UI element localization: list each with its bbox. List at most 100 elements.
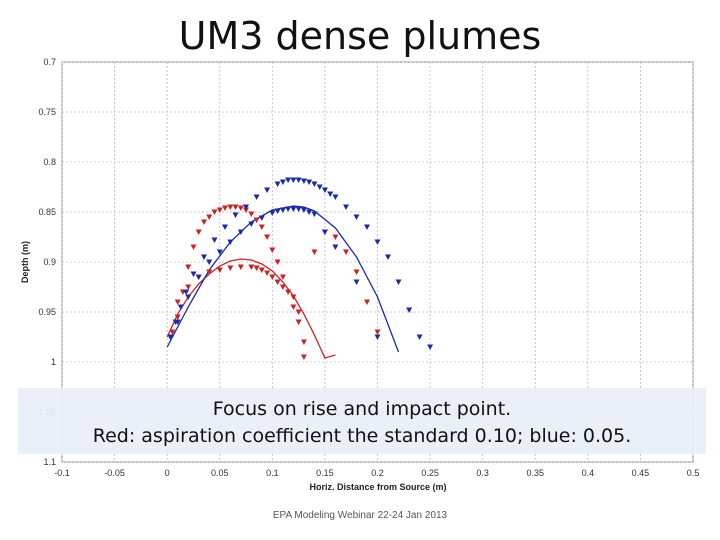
- blue-triangle-point: [295, 206, 302, 212]
- caption-box: Focus on rise and impact point. Red: asp…: [18, 388, 706, 454]
- red-triangle-point: [290, 304, 297, 310]
- x-tick-label: -0.05: [104, 468, 125, 478]
- red-triangle-point: [227, 204, 234, 210]
- blue-triangle-point: [195, 274, 202, 280]
- red-triangle-point: [174, 314, 181, 320]
- red-triangle-point: [216, 207, 223, 213]
- blue-triangle-point: [353, 214, 360, 220]
- blue-triangle-point: [216, 249, 223, 255]
- blue-triangle-point: [279, 207, 286, 213]
- blue-triangle-point: [285, 177, 292, 183]
- blue-triangle-point: [406, 307, 413, 313]
- blue-triangle-point: [374, 239, 381, 245]
- y-tick-label: 1.1: [43, 457, 56, 467]
- blue-triangle-point: [316, 184, 323, 190]
- red-triangle-point: [353, 269, 360, 275]
- blue-triangle-point: [274, 208, 281, 214]
- x-axis-label: Horiz. Distance from Source (m): [309, 482, 446, 492]
- red-triangle-point: [269, 274, 276, 280]
- blue-triangle-point: [311, 181, 318, 187]
- red-triangle-point: [295, 319, 302, 325]
- red-triangle-point: [237, 205, 244, 211]
- blue-triangle-point: [353, 279, 360, 285]
- x-tick-label: 0.3: [476, 468, 489, 478]
- x-tick-label: 0.15: [316, 468, 334, 478]
- blue-triangle-point: [183, 289, 190, 295]
- x-tick-label: 0.05: [211, 468, 229, 478]
- y-tick-label: 1: [51, 357, 56, 367]
- red-triangle-point: [243, 207, 249, 213]
- red-triangle-point: [274, 259, 281, 265]
- blue-triangle-point: [321, 187, 328, 193]
- red-triangle-point: [206, 214, 213, 220]
- blue-triangle-point: [306, 179, 313, 185]
- y-tick-label: 0.8: [43, 157, 56, 167]
- slide-title: UM3 dense plumes: [178, 14, 542, 58]
- red-triangle-point: [279, 274, 286, 280]
- x-tick-label: 0.35: [526, 468, 544, 478]
- blue-triangle-point: [374, 334, 381, 340]
- red-triangle-point: [343, 249, 349, 255]
- red-triangle-point: [216, 267, 223, 273]
- blue-triangle-point: [211, 237, 218, 243]
- blue-triangle-point: [258, 215, 265, 221]
- x-tick-label: -0.1: [54, 468, 70, 478]
- red-triangle-point: [295, 309, 302, 315]
- blue-triangle-point: [232, 212, 239, 218]
- red-triangle-point: [201, 219, 207, 225]
- y-tick-label: 0.9: [43, 257, 56, 267]
- blue-triangle-point: [227, 239, 234, 245]
- blue-triangle-point: [167, 334, 174, 340]
- x-tick-label: 0.1: [266, 468, 279, 478]
- red-triangle-point: [211, 209, 218, 215]
- blue-triangle-point: [327, 191, 334, 197]
- blue-triangle-point: [321, 229, 328, 235]
- blue-triangle-point: [332, 244, 339, 250]
- red-triangle-point: [185, 284, 192, 290]
- y-tick-label: 0.95: [38, 307, 56, 317]
- x-tick-label: 0.4: [582, 468, 595, 478]
- red-triangle-point: [185, 264, 192, 270]
- red-triangle-point: [232, 204, 239, 210]
- red-triangle-point: [253, 217, 260, 223]
- blue-triangle-point: [190, 271, 197, 277]
- x-tick-label: 0.5: [687, 468, 700, 478]
- red-triangle-point: [206, 269, 213, 275]
- blue-triangle-point: [206, 259, 213, 265]
- blue-triangle-point: [300, 178, 307, 184]
- red-triangle-point: [227, 265, 234, 271]
- red-triangle-point: [248, 264, 255, 270]
- blue-triangle-point: [285, 206, 292, 212]
- blue-triangle-point: [185, 294, 192, 300]
- footer-text: EPA Modeling Webinar 22-24 Jan 2013: [272, 510, 448, 521]
- blue-triangle-point: [274, 181, 281, 187]
- blue-triangle-point: [295, 177, 302, 183]
- y-tick-label: 0.75: [38, 107, 56, 117]
- red-triangle-point: [300, 354, 307, 360]
- blue-triangle-point: [279, 179, 286, 185]
- red-triangle-point: [285, 289, 292, 295]
- caption-line-1: Focus on rise and impact point.: [212, 398, 512, 420]
- blue-triangle-point: [269, 210, 276, 216]
- blue-triangle-point: [300, 207, 307, 213]
- red-triangle-point: [264, 234, 271, 240]
- red-triangle-point: [364, 299, 370, 305]
- blue-triangle-point: [177, 304, 184, 310]
- x-tick-label: 0.45: [632, 468, 650, 478]
- blue-triangle-point: [290, 206, 297, 212]
- red-triangle-point: [258, 267, 265, 273]
- blue-triangle-point: [253, 194, 260, 200]
- blue-triangle-point: [222, 224, 228, 230]
- red-triangle-point: [237, 264, 244, 270]
- blue-triangle-point: [343, 204, 349, 210]
- y-tick-label: 0.85: [38, 207, 56, 217]
- red-triangle-point: [264, 270, 271, 276]
- red-triangle-point: [290, 294, 297, 300]
- blue-triangle-point: [243, 204, 249, 210]
- blue-triangle-point: [395, 279, 402, 285]
- red-triangle-point: [253, 265, 260, 271]
- red-triangle-point: [258, 224, 265, 230]
- x-tick-label: 0.2: [371, 468, 384, 478]
- red-triangle-point: [274, 279, 281, 285]
- y-axis-label: Depth (m): [20, 241, 30, 283]
